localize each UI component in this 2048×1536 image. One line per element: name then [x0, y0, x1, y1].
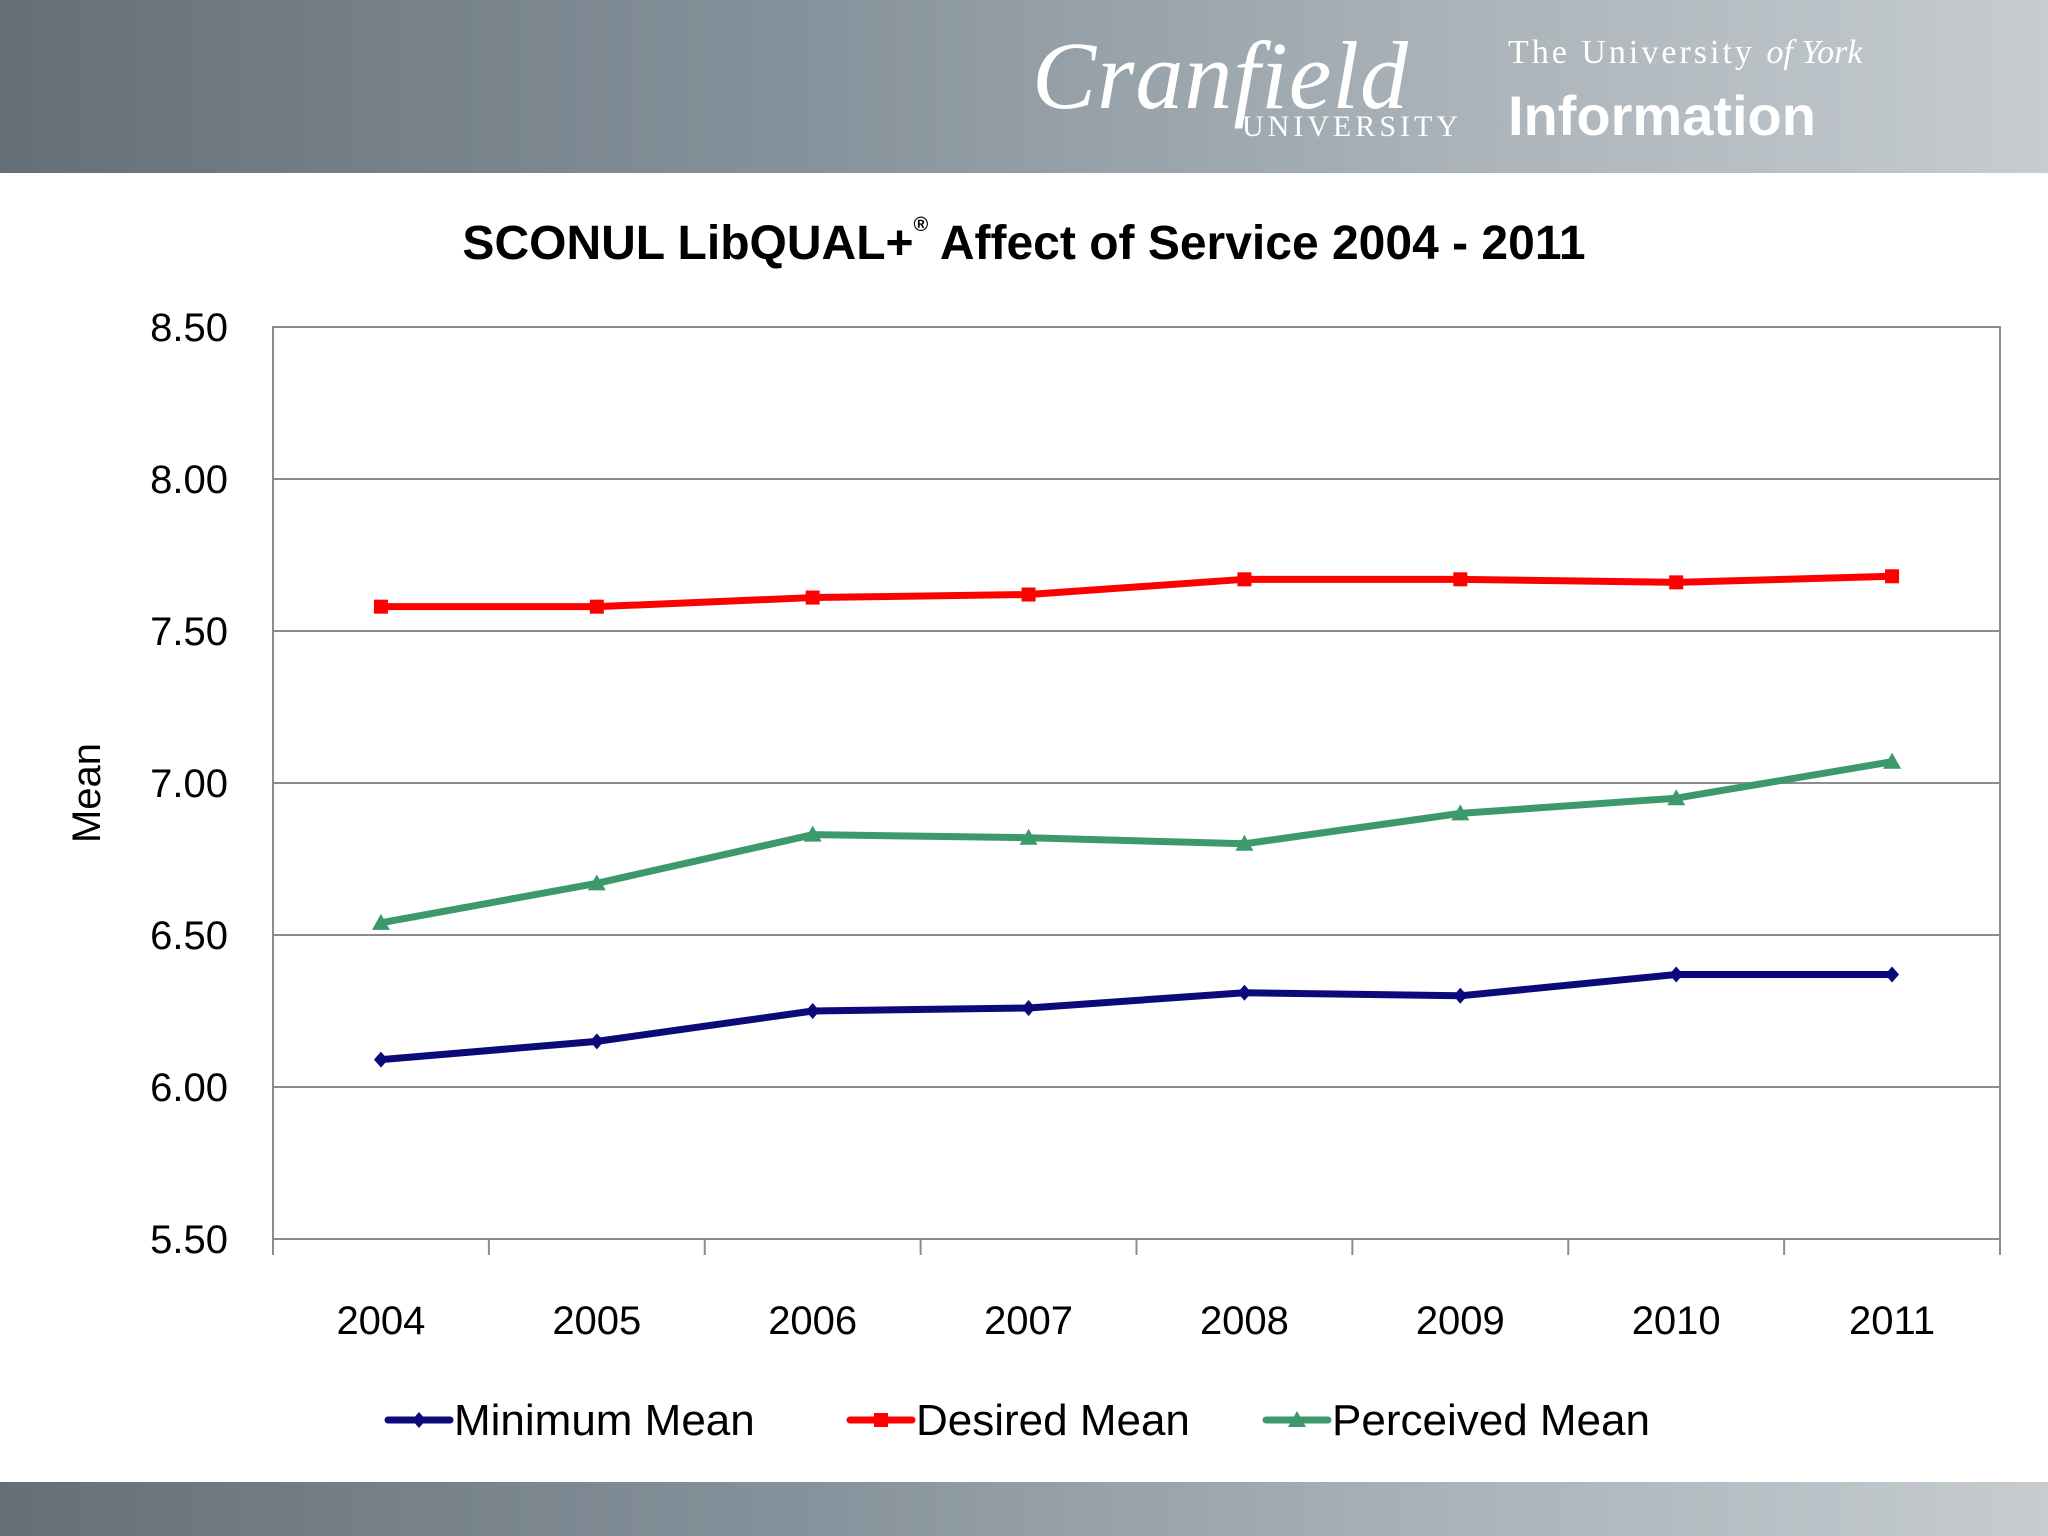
chart-title: SCONUL LibQUAL+® Affect of Service 2004 … [0, 214, 2048, 271]
york-logo-university: The University [1508, 34, 1755, 71]
data-point-perceived-mean [1883, 752, 1902, 769]
data-point-desired-mean [589, 599, 604, 614]
data-point-perceived-mean [1019, 828, 1038, 845]
data-point-desired-mean [1669, 575, 1684, 590]
x-tick-label: 2005 [552, 1299, 641, 1343]
data-point-minimum-mean [589, 1033, 604, 1050]
data-point-perceived-mean [587, 874, 606, 891]
x-tick-label: 2008 [1200, 1299, 1289, 1343]
legend-label-perceived-mean: Perceived Mean [1332, 1396, 1650, 1445]
legend-marker-desired-mean [874, 1413, 888, 1427]
footer-band [0, 1482, 2048, 1536]
y-tick-label: 8.00 [150, 458, 228, 502]
data-point-desired-mean [1453, 572, 1468, 587]
data-point-perceived-mean [1667, 789, 1686, 806]
data-point-perceived-mean [371, 913, 390, 930]
york-logo-of: of York [1766, 34, 1863, 71]
chart-title-rest: Affect of Service 2004 - 2011 [928, 217, 1586, 270]
data-point-perceived-mean [803, 825, 822, 842]
x-tick-label: 2009 [1416, 1299, 1505, 1343]
data-point-minimum-mean [1021, 999, 1036, 1016]
chart-title-mark: ® [913, 214, 929, 236]
data-point-desired-mean [373, 599, 388, 614]
series-line-desired-mean [377, 572, 1896, 611]
y-tick-label: 7.00 [150, 762, 228, 806]
cranfield-logo: Cranfield UNIVERSITY [1032, 22, 1458, 148]
york-logo: The University of York Information [1508, 36, 1988, 156]
chart-title-main: SCONUL LibQUAL+ [462, 217, 914, 270]
cranfield-logo-word: Cranfield [1032, 22, 1410, 129]
legend-label-desired-mean: Desired Mean [916, 1396, 1190, 1445]
x-tick-label: 2007 [984, 1299, 1073, 1343]
legend-marker-perceived-mean [1288, 1411, 1306, 1427]
cranfield-logo-sub: UNIVERSITY [1242, 110, 1462, 143]
data-point-desired-mean [1237, 572, 1252, 587]
header-band [0, 0, 2048, 173]
data-point-perceived-mean [1451, 804, 1470, 821]
york-logo-information: Information [1508, 84, 1816, 147]
data-point-desired-mean [805, 590, 820, 605]
data-point-desired-mean [1885, 569, 1900, 584]
series-line-perceived-mean [377, 758, 1896, 927]
data-point-minimum-mean [373, 1051, 388, 1068]
york-logo-line1: The University of York [1508, 36, 1862, 70]
data-point-minimum-mean [1669, 966, 1684, 983]
x-tick-label: 2006 [768, 1299, 857, 1343]
data-point-minimum-mean [1453, 987, 1468, 1004]
data-point-perceived-mean [1235, 834, 1254, 851]
y-tick-label: 5.50 [150, 1218, 228, 1262]
y-tick-label: 6.50 [150, 914, 228, 958]
y-tick-label: 8.50 [150, 306, 228, 350]
legend-marker-minimum-mean [412, 1412, 426, 1428]
series-line-minimum-mean [377, 971, 1896, 1064]
x-tick-label: 2004 [336, 1299, 425, 1343]
y-tick-label: 7.50 [150, 610, 228, 654]
x-tick-label: 2010 [1632, 1299, 1721, 1343]
y-tick-label: 6.00 [150, 1066, 228, 1110]
data-point-desired-mean [1021, 587, 1036, 602]
x-tick-label: 2011 [1849, 1299, 1935, 1343]
data-point-minimum-mean [1237, 984, 1252, 1001]
y-axis-title: Mean [65, 743, 109, 843]
data-point-minimum-mean [805, 1003, 820, 1019]
legend-label-minimum-mean: Minimum Mean [454, 1396, 755, 1445]
data-point-minimum-mean [1885, 966, 1900, 983]
